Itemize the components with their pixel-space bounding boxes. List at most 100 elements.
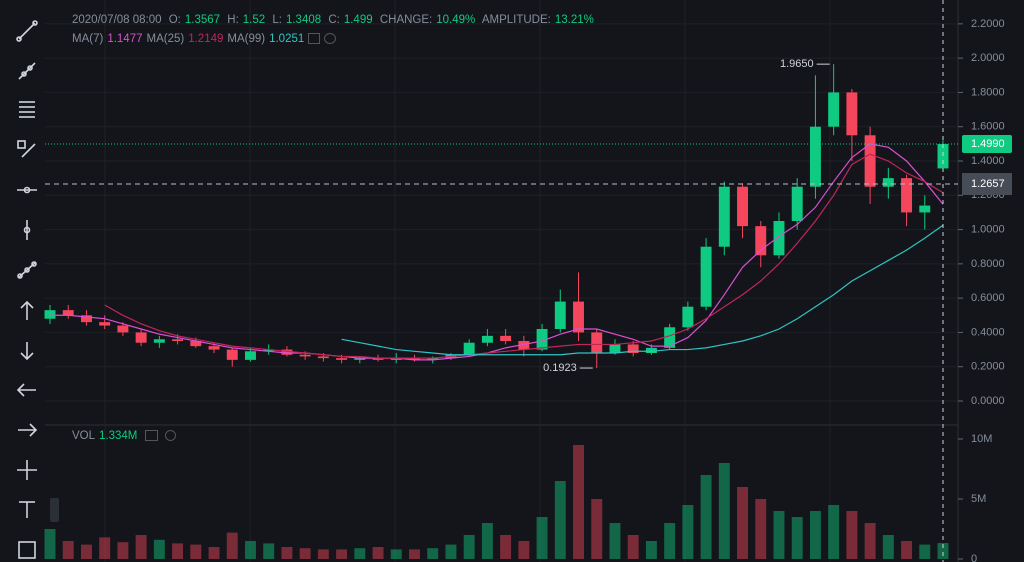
candle-body [245, 351, 256, 360]
visibility-toggle[interactable] [308, 33, 321, 45]
ma-line [104, 153, 944, 359]
candle-body [591, 332, 603, 353]
volume-bar [317, 549, 329, 559]
candle-body [627, 344, 639, 353]
candle-body [336, 358, 348, 360]
volume-bar [226, 532, 238, 559]
volume-bar [208, 547, 220, 559]
ma-name: MA(99) [227, 33, 266, 45]
ma-name: MA(25) [146, 33, 185, 45]
y-tick-label: 1.0000 [971, 223, 1005, 235]
volume-bar [44, 529, 56, 559]
candle-body [609, 344, 621, 353]
volume-bar [901, 541, 913, 559]
volume-bar [299, 548, 311, 559]
candle-body [718, 186, 730, 247]
volume-bar [682, 505, 694, 559]
change: 10.49% [436, 14, 476, 26]
candle-body [62, 310, 74, 316]
path-tool[interactable] [17, 261, 37, 279]
open: 1.3567 [184, 14, 221, 26]
candle-body [737, 186, 748, 227]
volume-bar [263, 543, 275, 559]
vol-label: VOL [72, 430, 96, 442]
arrow-left-tool[interactable] [16, 383, 36, 397]
volume-bar [809, 511, 821, 559]
crosshair-tool[interactable] [17, 460, 37, 480]
settings-toggle[interactable] [164, 430, 176, 442]
arrow-down-tool[interactable] [20, 342, 34, 361]
candle-body [354, 358, 366, 360]
arrow-right-tool[interactable] [18, 423, 38, 437]
y-tick-label: 0.8000 [971, 258, 1005, 270]
ma-legend: MA(7) 1.1477 MA(25) 1.2149 MA(99) 1.0251 [72, 33, 340, 45]
candle-body [135, 332, 147, 343]
close: 1.499 [343, 14, 373, 26]
vol-value: 1.334M [99, 430, 138, 442]
volume-bar [828, 505, 840, 559]
crosshair-tag [962, 173, 1012, 196]
amplitude: 13.21% [554, 14, 594, 26]
candle-body [791, 186, 803, 221]
candle-body [427, 358, 439, 360]
low-label: 0.1923 [543, 362, 577, 374]
y2-tick-label: 5M [971, 493, 986, 505]
rectangle-tool[interactable] [18, 541, 36, 559]
candle-body [554, 301, 566, 329]
fib-tool[interactable] [19, 101, 35, 118]
text-tool[interactable] [19, 501, 35, 518]
volume-bar [62, 541, 74, 559]
candle-body [864, 135, 876, 187]
o-label: O: [168, 14, 181, 26]
candle-body [755, 226, 767, 256]
candle-body [172, 339, 184, 341]
candle-body [317, 356, 329, 359]
candle-body [153, 339, 165, 343]
change-label: CHANGE: [379, 14, 433, 26]
volume-bar [664, 523, 676, 559]
candle-body [645, 347, 657, 353]
volume-bar [755, 499, 767, 559]
high-label: 1.9650 [780, 58, 814, 70]
volume-bar [80, 544, 92, 559]
candle-body [700, 246, 712, 307]
arrow-up-tool[interactable] [20, 300, 34, 320]
y-tick-label: 2.0000 [971, 52, 1005, 64]
ma-line [50, 143, 944, 361]
candle-body [208, 346, 220, 350]
candle-body [226, 349, 238, 360]
volume-bar [937, 542, 949, 559]
volume-bar [336, 549, 348, 559]
candle-body [80, 315, 92, 323]
volume-bar [500, 535, 512, 559]
y-tick-label: 0.0000 [971, 395, 1005, 407]
settings-toggle[interactable] [324, 33, 337, 45]
candle-body [190, 341, 202, 347]
volume-bar [427, 548, 439, 559]
volume-bar [791, 517, 803, 559]
volume-bar [245, 541, 256, 559]
volume-bar [700, 475, 712, 559]
volume-bar [390, 549, 402, 559]
candle-body [882, 178, 894, 187]
vertical-line-tool[interactable] [23, 220, 31, 240]
candle-body [99, 322, 111, 326]
l-label: L: [272, 14, 282, 26]
candle-body [846, 92, 858, 136]
trend-line-tool[interactable] [16, 20, 38, 42]
pattern-tool[interactable] [17, 140, 36, 158]
c-label: C: [328, 14, 340, 26]
volume-bar [409, 549, 420, 559]
horizontal-line-tool[interactable] [17, 186, 37, 194]
candle-body [901, 178, 913, 213]
candle-body [773, 221, 785, 256]
volume-bar [172, 543, 184, 559]
ray-tool[interactable] [18, 62, 36, 80]
visibility-toggle[interactable] [144, 430, 158, 442]
volume-bar [99, 537, 111, 559]
last-price-tag [962, 135, 1012, 154]
candle-body [664, 327, 676, 348]
collapse-tab[interactable] [50, 498, 59, 522]
candle-body [390, 358, 402, 360]
